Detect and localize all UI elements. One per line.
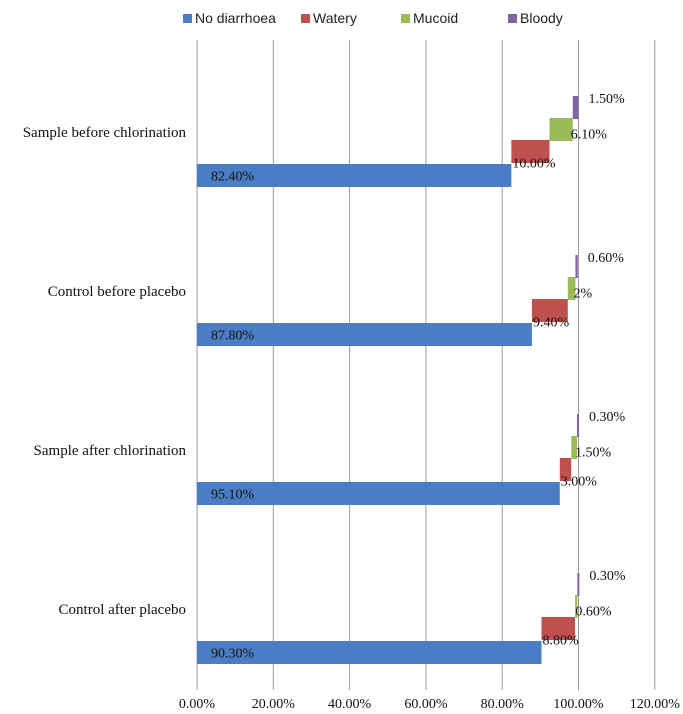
data-labels: 82.40% 10.00% 6.10% 1.50% 87.80% 9.40%2% 0.60%… (211, 92, 626, 662)
data-label-no-diarrhoea-control-after-placebo: 90.30% (211, 647, 255, 662)
data-label-bloody-control-after-placebo: 0.30% (589, 569, 626, 584)
data-label-mucoid-control-after-placebo: 0.60% (575, 605, 612, 620)
bar-no-diarrhoea-control-after-placebo (197, 641, 542, 664)
data-label-no-diarrhoea-sample-before-chlorination: 82.40% (211, 170, 255, 185)
x-tick-label: 20.00% (252, 697, 296, 712)
bar-mucoid-control-before-placebo (567, 277, 576, 300)
legend-swatch-watery (301, 14, 310, 23)
bar-no-diarrhoea-sample-after-chlorination (197, 482, 560, 505)
category-label: Control after placebo (59, 602, 186, 618)
legend-label-watery: Watery (313, 10, 357, 26)
x-tick-label: 0.00% (179, 697, 216, 712)
bar-watery-sample-after-chlorination (559, 458, 572, 481)
bar-watery-control-before-placebo (531, 299, 568, 322)
data-label-watery-control-before-placebo: 9.40% (533, 316, 570, 331)
legend-label-no-diarrhoea: No diarrhoea (195, 10, 276, 26)
bar-no-diarrhoea-control-before-placebo (197, 323, 532, 346)
bars (197, 96, 580, 664)
data-label-mucoid-control-before-placebo: 2% (573, 287, 592, 302)
bar-no-diarrhoea-sample-before-chlorination (197, 164, 512, 187)
data-label-mucoid-sample-after-chlorination: 1.50% (575, 446, 612, 461)
legend-label-mucoid: Mucoid (413, 10, 458, 26)
bar-watery-control-after-placebo (541, 617, 576, 640)
legend-swatch-bloody (508, 14, 517, 23)
category-label: Sample after chlorination (34, 443, 187, 459)
x-tick-label: 40.00% (328, 697, 372, 712)
data-label-no-diarrhoea-control-before-placebo: 87.80% (211, 329, 255, 344)
legend: No diarrhoea Watery Mucoid Bloody (183, 10, 563, 26)
x-tick-label: 100.00% (553, 697, 604, 712)
data-label-watery-sample-before-chlorination: 10.00% (512, 157, 556, 172)
data-label-no-diarrhoea-sample-after-chlorination: 95.10% (211, 488, 255, 503)
bar-mucoid-sample-before-chlorination (549, 118, 573, 141)
bar-bloody-control-after-placebo (577, 573, 580, 596)
category-labels: Sample before chlorination Control before… (23, 125, 187, 618)
x-tick-label: 120.00% (630, 697, 681, 712)
bar-bloody-sample-after-chlorination (576, 414, 579, 437)
bar-mucoid-sample-after-chlorination (571, 436, 577, 459)
bar-bloody-control-before-placebo (575, 255, 578, 278)
legend-label-bloody: Bloody (520, 10, 563, 26)
data-label-bloody-sample-before-chlorination: 1.50% (589, 92, 626, 107)
bar-watery-sample-before-chlorination (511, 140, 550, 163)
bar-bloody-sample-before-chlorination (572, 96, 579, 119)
data-label-bloody-control-before-placebo: 0.60% (588, 251, 625, 266)
legend-swatch-no-diarrhoea (183, 14, 192, 23)
data-label-mucoid-sample-before-chlorination: 6.10% (571, 128, 608, 143)
data-label-watery-control-after-placebo: 8.80% (542, 634, 579, 649)
gridlines (196, 40, 656, 690)
category-label: Sample before chlorination (23, 125, 187, 141)
category-label: Control before placebo (48, 284, 186, 300)
x-tick-label: 60.00% (404, 697, 448, 712)
bar-mucoid-control-after-placebo (575, 595, 578, 618)
x-axis-ticks: 0.00% 20.00% 40.00% 60.00% 80.00% 100.00% 120.… (179, 697, 680, 712)
legend-swatch-mucoid (401, 14, 410, 23)
data-label-bloody-sample-after-chlorination: 0.30% (589, 410, 626, 425)
data-label-watery-sample-after-chlorination: 3.00% (561, 475, 598, 490)
x-tick-label: 80.00% (481, 697, 525, 712)
